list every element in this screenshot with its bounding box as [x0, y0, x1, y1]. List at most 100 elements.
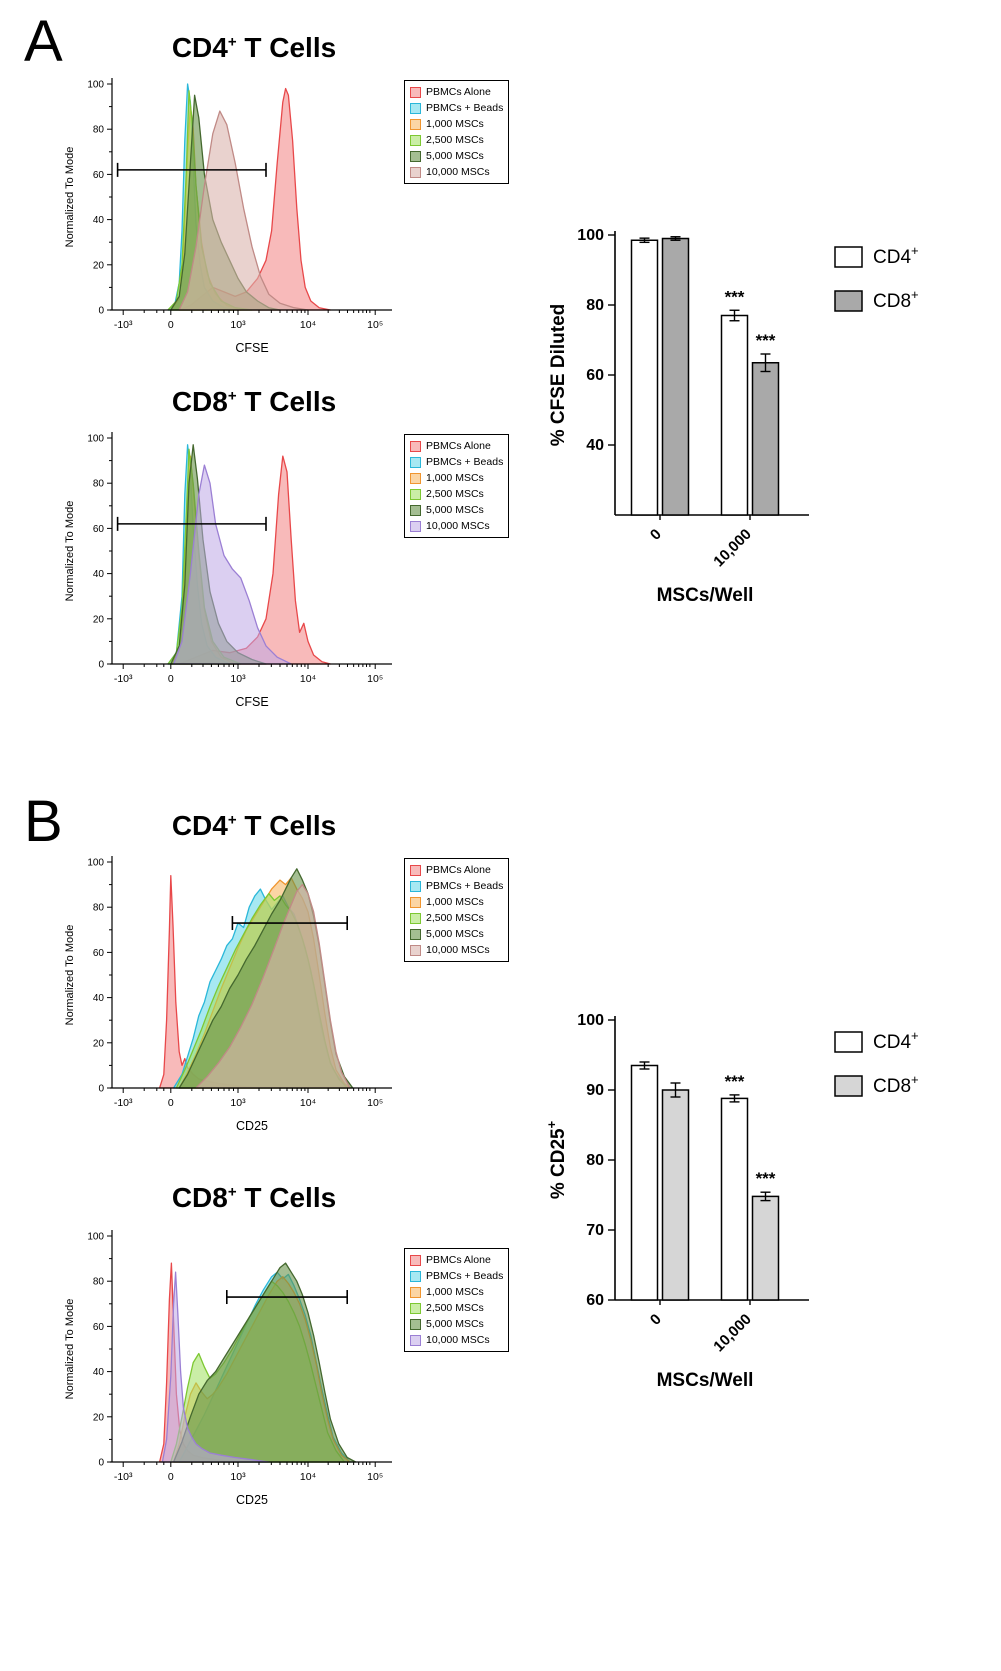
title-a-cd4: CD4+ T Cells: [82, 32, 426, 64]
svg-text:0: 0: [168, 1097, 174, 1109]
legend-label: 1,000 MSCs: [426, 472, 484, 484]
svg-text:10,000: 10,000: [710, 1311, 754, 1355]
svg-text:0: 0: [98, 1084, 104, 1095]
svg-text:40: 40: [93, 569, 105, 580]
svg-text:10⁵: 10⁵: [367, 1471, 383, 1483]
legend-label: PBMCs + Beads: [426, 880, 504, 892]
legend-item: PBMCs Alone: [410, 1252, 503, 1268]
legend-swatch: [410, 488, 421, 500]
legend-label: 10,000 MSCs: [426, 520, 490, 532]
svg-text:0: 0: [168, 1471, 174, 1483]
legend-label: PBMCs Alone: [426, 86, 491, 98]
legend-swatch: [410, 864, 421, 876]
legend-label: 5,000 MSCs: [426, 504, 484, 516]
legend-label: PBMCs + Beads: [426, 1270, 504, 1282]
legend-label: PBMCs Alone: [426, 440, 491, 452]
svg-text:80: 80: [93, 1277, 105, 1288]
svg-text:40: 40: [93, 215, 105, 226]
svg-text:60: 60: [586, 367, 604, 384]
bar-b-plot: 60 70 80 90 100 0 10,000 *** *** MSCs/Well % CD25+…: [544, 1012, 919, 1391]
svg-text:MSCs/Well: MSCs/Well: [657, 585, 754, 606]
svg-text:Normalized To Mode: Normalized To Mode: [64, 147, 76, 248]
legend-swatch: [410, 86, 421, 98]
svg-text:90: 90: [586, 1082, 604, 1099]
legend-label: 1,000 MSCs: [426, 118, 484, 130]
legend-swatch: [410, 880, 421, 892]
panel-a-label: A: [24, 9, 63, 74]
svg-text:-10³: -10³: [114, 673, 133, 685]
legend-swatch: [410, 896, 421, 908]
legend-item: 2,500 MSCs: [410, 1300, 503, 1316]
legend-item: PBMCs Alone: [410, 438, 503, 454]
svg-text:40: 40: [93, 993, 105, 1004]
svg-text:% CD25+: % CD25+: [544, 1120, 569, 1199]
title-a-cd4-rest: T Cells: [236, 32, 337, 63]
title-b-cd4-sup: +: [227, 811, 237, 829]
svg-text:60: 60: [93, 1322, 105, 1333]
legend-swatch: [410, 1270, 421, 1282]
title-a-cd4-sup: +: [227, 33, 237, 51]
hist-b-cd8-plot: 0 20 40 60 80 100 -10³ 0 10³ 10⁴ 10⁵ Normalized To …: [64, 1230, 392, 1507]
title-b-cd8-rest: T Cells: [236, 1182, 337, 1213]
svg-text:20: 20: [93, 1038, 105, 1049]
svg-text:80: 80: [93, 903, 105, 914]
svg-text:60: 60: [93, 524, 105, 535]
svg-text:80: 80: [586, 1152, 604, 1169]
svg-text:10³: 10³: [230, 1097, 246, 1109]
svg-text:40: 40: [93, 1367, 105, 1378]
legend-a-cd4: PBMCs Alone PBMCs + Beads 1,000 MSCs 2,500 …: [404, 80, 510, 184]
legend-item: PBMCs + Beads: [410, 1268, 503, 1284]
svg-text:CD25: CD25: [236, 1493, 268, 1507]
bar-a-plot: 40 60 80 100 0 10,000 *** *** MSCs/Well % CFSE Di…: [548, 227, 919, 606]
svg-text:-10³: -10³: [114, 1097, 133, 1109]
legend-swatch: [410, 504, 421, 516]
legend-label: 1,000 MSCs: [426, 1286, 484, 1298]
legend-swatch: [410, 520, 421, 532]
svg-text:100: 100: [577, 1012, 604, 1029]
legend-swatch: [410, 134, 421, 146]
legend-label: PBMCs + Beads: [426, 102, 504, 114]
legend-item: PBMCs + Beads: [410, 878, 503, 894]
svg-text:40: 40: [586, 437, 604, 454]
legend-item: 2,500 MSCs: [410, 132, 503, 148]
legend-swatch: [410, 472, 421, 484]
legend-swatch: [410, 150, 421, 162]
svg-text:100: 100: [87, 80, 104, 91]
legend-swatch: [410, 1318, 421, 1330]
svg-text:60: 60: [93, 170, 105, 181]
svg-text:20: 20: [93, 614, 105, 625]
legend-swatch: [410, 440, 421, 452]
svg-text:0: 0: [168, 319, 174, 331]
legend-item: 1,000 MSCs: [410, 470, 503, 486]
svg-text:CFSE: CFSE: [235, 341, 268, 355]
bar-chart-cfse-diluted: 40 60 80 100 0 10,000 *** *** MSCs/Well % CFSE Di…: [540, 190, 990, 655]
svg-text:100: 100: [87, 858, 104, 869]
svg-text:80: 80: [93, 125, 105, 136]
legend-item: 5,000 MSCs: [410, 926, 503, 942]
svg-text:***: ***: [725, 287, 745, 306]
legend-label: 1,000 MSCs: [426, 896, 484, 908]
legend-label: 5,000 MSCs: [426, 1318, 484, 1330]
svg-text:20: 20: [93, 260, 105, 271]
svg-text:CD8+: CD8+: [873, 1072, 919, 1097]
svg-text:10³: 10³: [230, 319, 246, 331]
legend-item: PBMCs + Beads: [410, 454, 503, 470]
legend-label: PBMCs Alone: [426, 1254, 491, 1266]
svg-text:MSCs/Well: MSCs/Well: [657, 1370, 754, 1391]
legend-swatch: [410, 1334, 421, 1346]
svg-text:Normalized To Mode: Normalized To Mode: [64, 501, 76, 602]
title-b-cd8-sup: +: [227, 1183, 237, 1201]
svg-text:CD25: CD25: [236, 1119, 268, 1133]
legend-swatch: [410, 1286, 421, 1298]
title-b-cd4-base: CD4: [171, 810, 228, 841]
svg-text:100: 100: [87, 1232, 104, 1243]
legend-label: 2,500 MSCs: [426, 912, 484, 924]
svg-text:60: 60: [586, 1292, 604, 1309]
legend-item: 10,000 MSCs: [410, 518, 503, 534]
legend-item: PBMCs Alone: [410, 862, 503, 878]
svg-text:-10³: -10³: [114, 1471, 133, 1483]
legend-item: 10,000 MSCs: [410, 164, 503, 180]
legend-swatch: [410, 118, 421, 130]
title-b-cd4-rest: T Cells: [236, 810, 337, 841]
svg-text:Normalized To Mode: Normalized To Mode: [64, 1299, 76, 1400]
